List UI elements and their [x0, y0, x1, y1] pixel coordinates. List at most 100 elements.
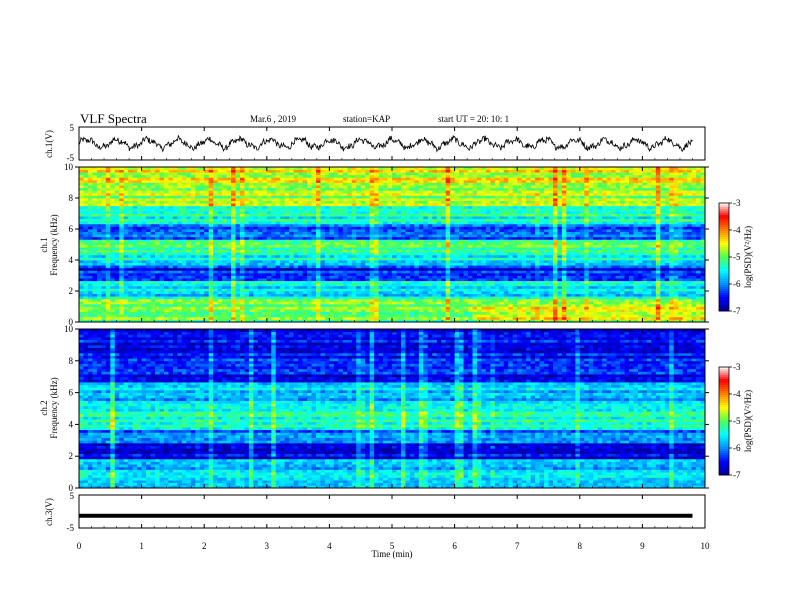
spectrogram-cell: [597, 247, 603, 251]
spectrogram-cell: [418, 278, 424, 282]
spectrogram-cell: [476, 254, 482, 258]
spectrogram-cell: [96, 239, 102, 243]
spectrogram-cell: [584, 234, 590, 238]
spectrogram-cell: [163, 267, 169, 271]
spectrogram-cell: [499, 262, 505, 266]
spectrogram-cell: [588, 280, 594, 284]
spectrogram-cell: [244, 278, 250, 282]
spectrogram-cell: [155, 296, 160, 300]
spectrogram-cell: [584, 285, 590, 289]
spectrogram-cell: [503, 262, 509, 266]
spectrogram-cell: [347, 306, 353, 310]
spectrogram-cell: [324, 249, 330, 253]
spectrogram-cell: [441, 293, 447, 297]
spectrogram-cell: [222, 293, 227, 297]
spectrogram-cell: [114, 265, 120, 269]
spectrogram-cell: [181, 262, 187, 266]
spectrogram-cell: [432, 303, 438, 307]
spectrogram-cell: [400, 283, 406, 287]
spectrogram-cell: [664, 262, 670, 266]
spectrogram-cell: [450, 239, 455, 243]
spectrogram-cell: [333, 229, 339, 232]
spectrogram-cell: [454, 296, 460, 300]
spectrogram-cell: [655, 247, 661, 251]
spectrogram-cell: [548, 231, 554, 235]
spectrogram-cell: [378, 267, 384, 271]
spectrogram-cell: [468, 272, 473, 276]
spectrogram-cell: [660, 262, 666, 266]
spectrogram-cell: [579, 272, 585, 276]
spectrogram-cell: [208, 314, 214, 318]
spectrogram-cell: [423, 272, 429, 276]
spectrogram-cell: [190, 236, 196, 240]
spectrogram-cell: [101, 275, 107, 279]
spectrogram-cell: [584, 278, 590, 282]
spectrogram-cell: [405, 293, 411, 297]
spectrogram-cell: [235, 265, 241, 269]
spectrogram-cell: [436, 247, 442, 251]
spectrogram-cell: [396, 311, 402, 315]
spectrogram-cell: [347, 252, 353, 256]
spectrogram-cell: [539, 275, 545, 279]
spectrogram-cell: [628, 293, 634, 297]
spectrogram-cell: [257, 288, 263, 292]
spectrogram-cell: [155, 231, 160, 235]
spectrogram-cell: [637, 288, 643, 292]
spectrogram-cell: [190, 231, 196, 235]
spectrogram-cell: [128, 275, 134, 279]
spectrogram-cell: [561, 293, 567, 297]
spectrogram-cell: [315, 288, 321, 292]
spectrogram-cell: [374, 229, 379, 232]
spectrogram-cell: [700, 314, 706, 318]
spectrogram-cell: [132, 260, 138, 263]
spectrogram-cell: [222, 280, 227, 284]
spectrogram-cell: [454, 260, 460, 263]
spectrogram-cell: [490, 252, 496, 256]
spectrogram-cell: [271, 293, 277, 297]
spectrogram-cell: [664, 241, 670, 245]
spectrogram-cell: [637, 303, 643, 307]
spectrogram-cell: [450, 252, 455, 256]
spectrogram-cell: [351, 298, 357, 302]
spectrogram-cell: [579, 314, 585, 318]
spectrogram-cell: [396, 249, 402, 253]
spectrogram-cell: [611, 249, 616, 253]
spectrogram-cell: [620, 288, 625, 292]
spectrogram-cell: [365, 247, 371, 251]
spectrogram-cell: [181, 296, 187, 300]
spectrogram-cell: [418, 275, 424, 279]
spectrogram-cell: [463, 280, 469, 284]
spectrogram-cell: [423, 288, 429, 292]
spectrogram-cell: [365, 231, 371, 235]
spectrogram-cell: [342, 244, 348, 248]
spectrogram-cell: [530, 244, 536, 248]
spectrogram-cell: [217, 296, 223, 300]
spectrogram-cell: [593, 267, 599, 271]
spectrogram-cell: [293, 280, 299, 284]
spectrogram-cell: [168, 285, 174, 289]
spectrogram-cell: [315, 278, 321, 282]
spectrogram-cell: [561, 254, 567, 258]
spectrogram-cell: [454, 280, 460, 284]
spectrogram-cell: [360, 293, 366, 297]
spectrogram-cell: [132, 270, 138, 274]
spectrogram-cell: [400, 311, 406, 315]
spectrogram-cell: [615, 314, 621, 318]
spectrogram-cell: [400, 267, 406, 271]
spectrogram-cell: [311, 283, 317, 287]
spectrogram-cell: [561, 244, 567, 248]
spectrogram-cell: [298, 283, 303, 287]
spectrogram-cell: [700, 272, 706, 276]
spectrogram-cell: [597, 291, 603, 294]
spectrogram-cell: [606, 296, 612, 300]
spectrogram-cell: [275, 314, 281, 318]
spectrogram-cell: [83, 311, 89, 315]
spectrogram-cell: [374, 267, 379, 271]
spectrogram-cell: [620, 296, 625, 300]
spectrogram-cell: [172, 280, 178, 284]
spectrogram-cell: [329, 239, 335, 243]
spectrogram-cell: [168, 254, 174, 258]
spectrogram-cell: [266, 270, 272, 274]
spectrogram-cell: [199, 314, 205, 318]
spectrogram-cell: [664, 296, 670, 300]
